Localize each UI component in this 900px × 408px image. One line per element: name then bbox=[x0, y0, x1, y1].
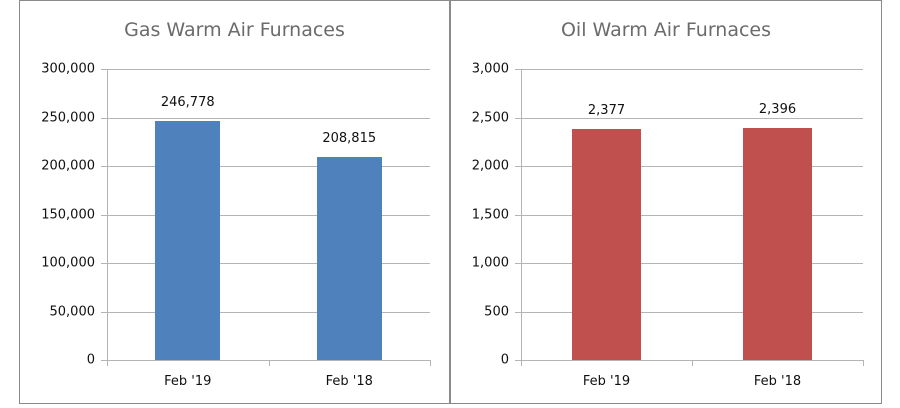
x-category-label: Feb '19 bbox=[582, 374, 631, 389]
gridline bbox=[515, 214, 863, 216]
x-tick-mark bbox=[430, 360, 431, 366]
gridline bbox=[101, 214, 430, 216]
y-tick-label: 150,000 bbox=[41, 207, 95, 222]
plot-area: 0 500 1,000 1,500 2,000 2,500 3,000 2,377 Feb '1… bbox=[472, 62, 864, 389]
gridline bbox=[101, 117, 430, 119]
x-tick-mark bbox=[692, 360, 693, 366]
x-axis-line bbox=[515, 360, 863, 361]
gridline bbox=[515, 263, 863, 264]
x-category-label: Feb '18 bbox=[753, 374, 802, 389]
y-tick-label: 1,500 bbox=[471, 207, 509, 222]
bar bbox=[316, 157, 382, 360]
y-axis-line bbox=[521, 69, 522, 360]
plot-area: 0 50,000 100,000 150,000 200,000 250,000 300,0… bbox=[41, 62, 431, 389]
y-tick-label: 3,000 bbox=[471, 61, 509, 77]
y-axis-line bbox=[107, 69, 108, 360]
x-tick-mark bbox=[268, 360, 270, 366]
y-tick-label: 0 bbox=[86, 352, 95, 368]
oil-furnaces-chart-panel: Oil Warm Air Furnaces 0 500 1,000 1,500 2,00… bbox=[450, 0, 882, 404]
y-tick-label: 0 bbox=[500, 352, 509, 368]
bar bbox=[743, 127, 812, 360]
gas-furnaces-chart-panel: Gas Warm Air Furnaces 0 50,000 100,000 150,… bbox=[19, 0, 450, 404]
data-label: 246,778 bbox=[160, 94, 215, 110]
x-category-label: Feb '18 bbox=[325, 374, 373, 389]
y-tick-label: 200,000 bbox=[41, 158, 95, 174]
x-tick-mark bbox=[863, 360, 864, 366]
data-label: 2,377 bbox=[587, 103, 626, 119]
bar bbox=[155, 120, 221, 360]
x-category-label: Feb '19 bbox=[164, 374, 212, 389]
y-tick-label: 50,000 bbox=[49, 304, 96, 319]
chart-title: Gas Warm Air Furnaces bbox=[124, 19, 345, 41]
data-label: 208,815 bbox=[322, 131, 377, 147]
bar bbox=[572, 129, 641, 360]
y-tick-label: 300,000 bbox=[41, 61, 95, 77]
gridline bbox=[515, 117, 863, 119]
chart-title: Oil Warm Air Furnaces bbox=[560, 19, 772, 41]
y-tick-label: 500 bbox=[484, 304, 509, 319]
gridline bbox=[515, 166, 863, 167]
y-tick-label: 2,500 bbox=[471, 110, 509, 125]
y-tick-label: 1,000 bbox=[471, 255, 509, 271]
gridline bbox=[101, 263, 430, 264]
gridline bbox=[101, 311, 430, 313]
x-tick-mark bbox=[107, 360, 108, 366]
x-tick-mark bbox=[521, 360, 522, 366]
gridline bbox=[515, 311, 863, 313]
gridline bbox=[101, 69, 430, 70]
y-tick-label: 2,000 bbox=[471, 158, 509, 174]
x-axis-line bbox=[101, 360, 430, 361]
gridline bbox=[515, 69, 863, 70]
y-tick-label: 100,000 bbox=[41, 255, 95, 271]
data-label: 2,396 bbox=[758, 101, 797, 117]
y-tick-label: 250,000 bbox=[41, 110, 95, 125]
gridline bbox=[101, 166, 430, 167]
